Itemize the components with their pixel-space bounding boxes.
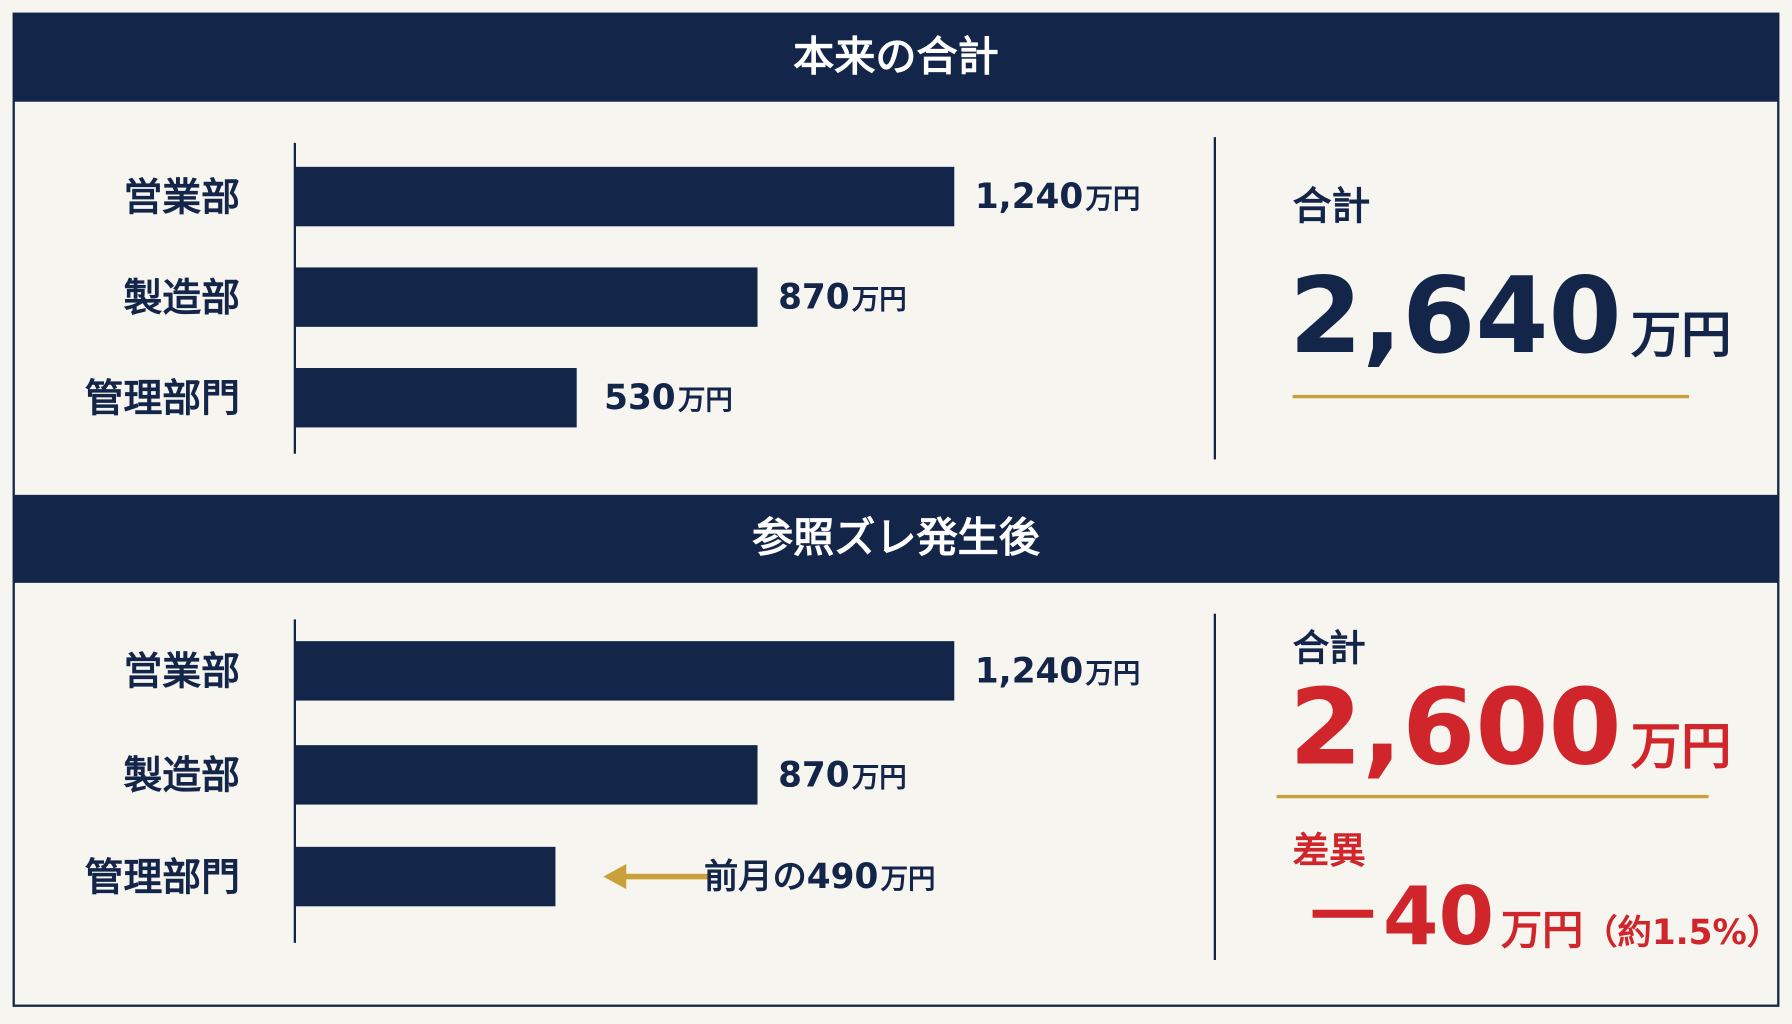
value-unit: 万円 [1086, 184, 1141, 215]
value-unit: 万円 [881, 864, 936, 895]
value-unit: 万円 [852, 762, 907, 793]
value-label: 前月の490万円 [704, 857, 935, 897]
header-band [13, 494, 1779, 583]
value-unit: 万円 [1086, 658, 1141, 689]
difference-value: －40 万円（約1.5%） [1303, 870, 1781, 963]
value-number: 530 [604, 378, 676, 418]
bar [294, 641, 955, 701]
header-band [13, 13, 1779, 102]
category-label: 製造部 [123, 754, 240, 799]
value-label: 870万円 [778, 278, 907, 318]
category-label: 管理部門 [85, 376, 240, 421]
section-title: 参照ズレ発生後 [752, 514, 1041, 562]
value-unit: 万円 [852, 285, 907, 316]
bar [294, 745, 758, 805]
bar [294, 166, 955, 227]
bar [294, 368, 577, 428]
total-label: 合計 [1293, 184, 1371, 229]
total-unit: 万円 [1631, 716, 1732, 775]
difference-unit: 万円 [1501, 906, 1583, 954]
value-number: 前月の490 [704, 857, 878, 897]
value-label: 530万円 [604, 378, 733, 418]
value-number: 870 [778, 278, 850, 318]
category-label: 営業部 [123, 175, 240, 220]
total-value: 2,640 万円 [1289, 254, 1731, 377]
total-label: 合計 [1293, 627, 1366, 670]
bar [294, 267, 758, 327]
category-label: 管理部門 [85, 855, 240, 900]
total-value: 2,600 万円 [1289, 665, 1731, 788]
value-number: 870 [778, 755, 850, 795]
value-label: 1,240万円 [975, 177, 1140, 217]
value-unit: 万円 [678, 385, 733, 416]
bar [294, 846, 556, 907]
section-title: 本来の合計 [793, 32, 999, 80]
difference-note: （約1.5%） [1583, 913, 1781, 953]
difference-number: －40 [1303, 870, 1494, 963]
total-number: 2,600 [1289, 665, 1622, 788]
total-unit: 万円 [1631, 305, 1732, 364]
category-label: 製造部 [123, 276, 240, 321]
value-label: 1,240万円 [975, 651, 1140, 691]
category-label: 営業部 [123, 650, 240, 695]
value-number: 1,240 [975, 177, 1083, 217]
total-number: 2,640 [1289, 254, 1622, 377]
difference-label: 差異 [1293, 829, 1366, 872]
value-number: 1,240 [975, 651, 1083, 691]
value-label: 870万円 [778, 755, 907, 795]
arrow [603, 864, 709, 890]
